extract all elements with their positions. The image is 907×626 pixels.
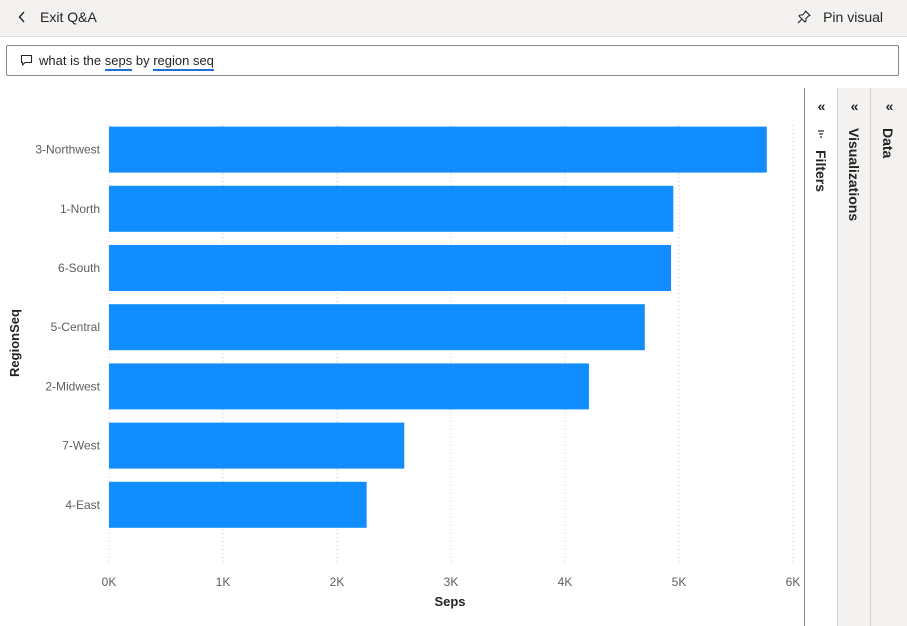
top-bar: Exit Q&A Pin visual <box>0 0 907 37</box>
bar-5-central[interactable] <box>109 304 645 351</box>
bar-3-northwest[interactable] <box>109 126 767 173</box>
y-tick-label: 5-Central <box>51 320 100 334</box>
x-tick-label: 1K <box>216 575 231 589</box>
visualizations-pane: « Visualizations <box>837 88 871 626</box>
bar-2-midwest[interactable] <box>109 363 589 410</box>
x-tick-label: 4K <box>558 575 573 589</box>
qa-question-input[interactable]: what is the seps by region seq <box>6 45 899 76</box>
bar-4-east[interactable] <box>109 481 367 528</box>
y-axis-title: RegionSeq <box>7 309 22 377</box>
x-tick-label: 3K <box>444 575 459 589</box>
qa-question-text: what is the seps by region seq <box>39 53 214 71</box>
visualizations-pane-label[interactable]: Visualizations <box>846 128 862 222</box>
y-tick-label: 3-Northwest <box>35 143 100 157</box>
bar-7-west[interactable] <box>109 422 405 469</box>
data-collapse-icon[interactable]: « <box>885 98 894 114</box>
x-axis-title: Seps <box>434 594 465 609</box>
y-tick-label: 6-South <box>58 261 100 275</box>
qa-term-seps[interactable]: seps <box>104 53 133 71</box>
y-tick-label: 2-Midwest <box>45 379 100 393</box>
bar-6-south[interactable] <box>109 245 672 291</box>
pin-icon <box>797 10 811 24</box>
chart-svg: 0K 1K 2K 3K 4K 5K 6K 3-Northwest 1-North 6-South 5… <box>7 125 800 609</box>
exit-qa-button[interactable]: Exit Q&A <box>18 0 97 34</box>
y-tick-label: 1-North <box>60 202 100 216</box>
visualizations-collapse-icon[interactable]: « <box>850 98 859 114</box>
exit-qa-label: Exit Q&A <box>40 9 97 25</box>
chat-bubble-icon <box>20 54 33 66</box>
x-tick-label: 2K <box>330 575 345 589</box>
filters-collapse-icon[interactable]: « <box>817 98 826 114</box>
x-tick-label: 0K <box>102 575 117 589</box>
y-tick-label: 7-West <box>62 439 100 453</box>
filters-pane-label[interactable]: Filters <box>813 150 829 193</box>
pin-visual-button[interactable]: Pin visual <box>797 0 883 34</box>
x-tick-label: 6K <box>786 575 800 589</box>
pin-visual-label: Pin visual <box>823 9 883 25</box>
data-pane-label[interactable]: Data <box>880 128 896 159</box>
bar-chart: 0K 1K 2K 3K 4K 5K 6K 3-Northwest 1-North 6-South 5… <box>0 100 800 620</box>
x-tick-label: 5K <box>672 575 687 589</box>
qa-term-region-seq[interactable]: region seq <box>153 53 214 71</box>
qa-text-prefix: what is the <box>39 53 105 68</box>
data-pane: « Data <box>870 88 907 626</box>
y-tick-label: 4-East <box>65 498 100 512</box>
qa-text-middle: by <box>132 53 154 68</box>
chevron-left-icon <box>18 11 25 23</box>
bar-1-north[interactable] <box>109 185 674 232</box>
filter-icon <box>818 130 824 138</box>
filters-pane: « Filters <box>804 88 838 626</box>
